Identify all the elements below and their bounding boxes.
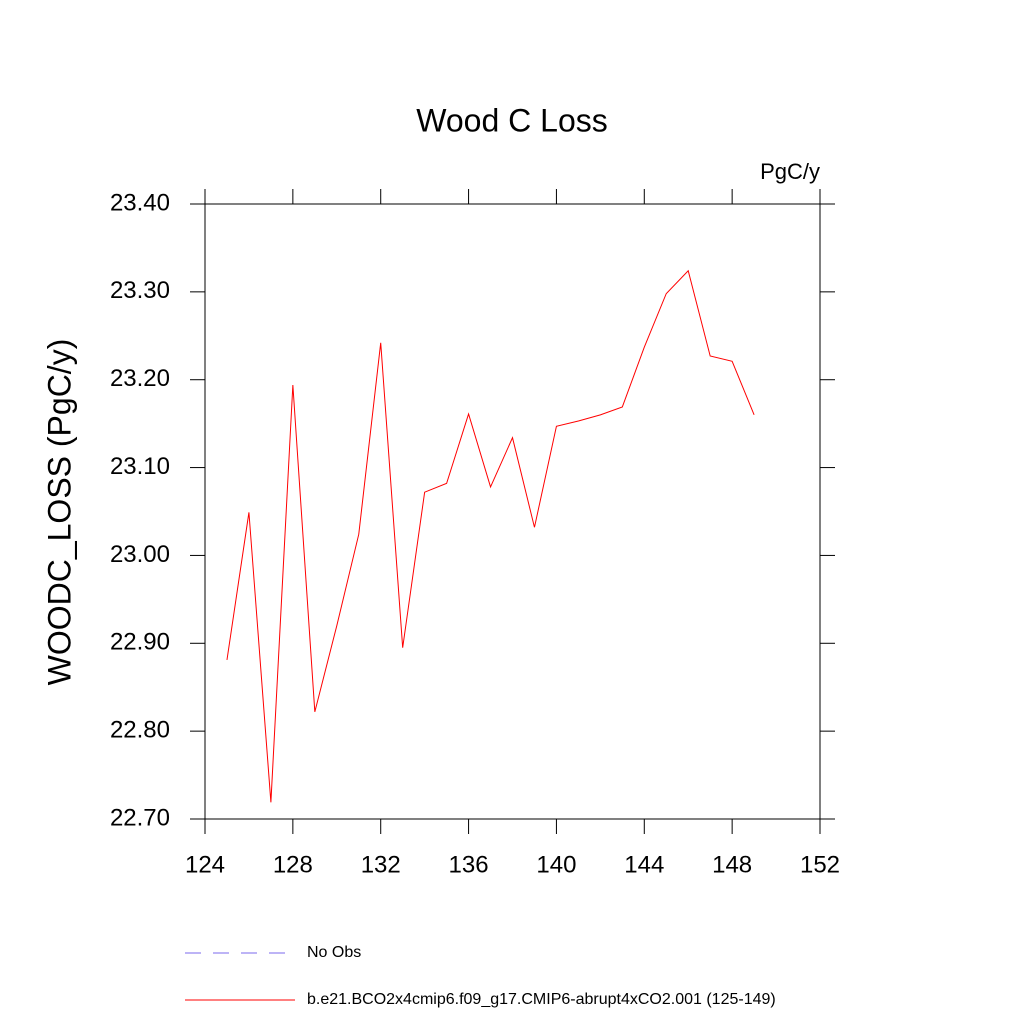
plot-frame	[204, 203, 821, 820]
y-tick-label: 23.00	[110, 541, 170, 568]
x-tick-label: 136	[449, 851, 489, 878]
y-tick-label: 23.20	[110, 365, 170, 392]
x-tick-label: 132	[361, 851, 401, 878]
x-tick-label: 140	[536, 851, 576, 878]
y-tick-label: 23.10	[110, 453, 170, 480]
x-tick-label: 144	[624, 851, 664, 878]
y-tick-label: 22.90	[110, 629, 170, 656]
y-tick-label: 23.40	[110, 189, 170, 216]
y-tick-label: 22.80	[110, 716, 170, 743]
units-label: PgC/y	[760, 159, 820, 184]
legend-label: No Obs	[307, 944, 361, 961]
chart-title: Wood C Loss	[416, 102, 608, 138]
y-tick-label: 22.70	[110, 804, 170, 831]
legend-label: b.e21.BCO2x4cmip6.f09_g17.CMIP6-abrupt4x…	[307, 991, 776, 1008]
x-tick-label: 148	[712, 851, 752, 878]
data-line	[226, 269, 755, 803]
x-tick-label: 128	[273, 851, 313, 878]
y-axis-label: WOODC_LOSS (PgC/y)	[41, 339, 77, 686]
x-tick-label: 152	[800, 851, 840, 878]
x-tick-label: 124	[185, 851, 225, 878]
y-tick-label: 23.30	[110, 277, 170, 304]
